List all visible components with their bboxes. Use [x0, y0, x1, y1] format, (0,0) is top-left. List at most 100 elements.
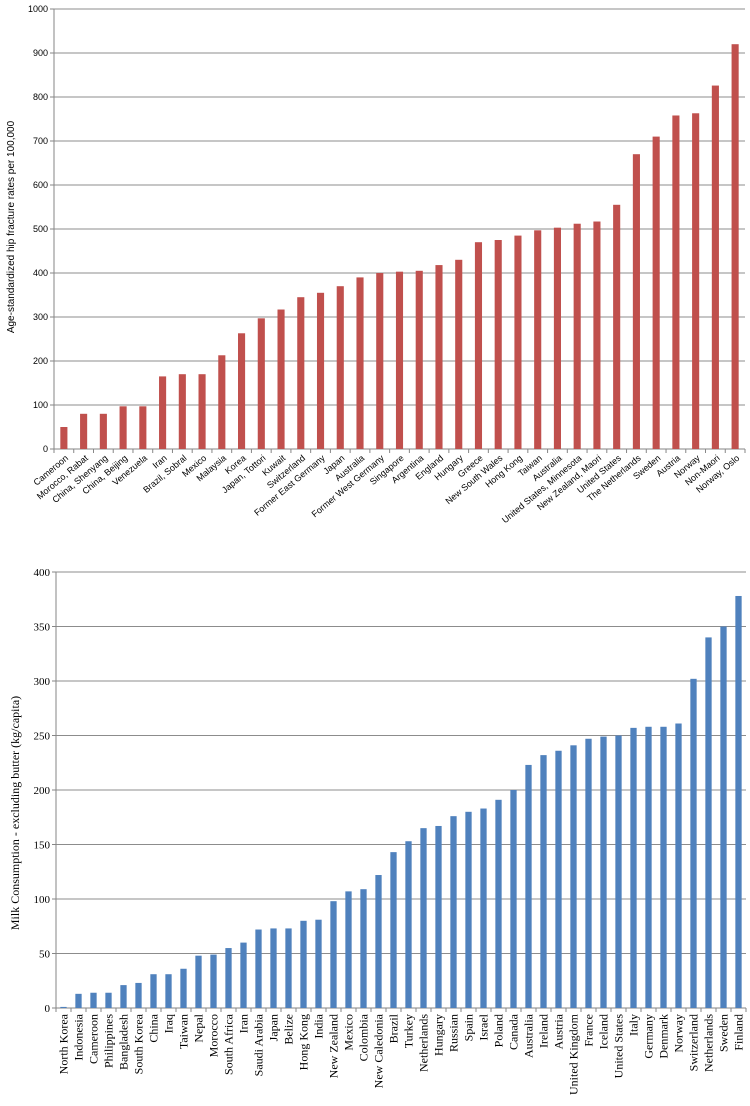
x-category-label: United Kingdom — [567, 1013, 581, 1095]
x-category-label: Switzerland — [687, 1014, 701, 1071]
x-category-label: Spain — [462, 1014, 476, 1041]
bar — [514, 235, 522, 449]
bar — [139, 406, 147, 449]
bar — [690, 678, 697, 1008]
bar — [99, 413, 107, 449]
bar — [257, 318, 265, 449]
bar — [630, 727, 637, 1008]
bar — [336, 286, 344, 449]
bar — [180, 968, 187, 1008]
bar — [553, 227, 561, 449]
x-category-label: Bangladesh — [117, 1014, 131, 1070]
x-category-label: Italy — [627, 1014, 641, 1036]
bar — [297, 297, 305, 449]
bar — [300, 920, 307, 1008]
x-category-label: Mexico — [342, 1014, 356, 1051]
x-category-label: Iran — [237, 1014, 251, 1033]
x-category-label: Indonesia — [72, 1013, 86, 1060]
x-category-label: South Korea — [132, 1013, 146, 1074]
bar — [731, 44, 739, 449]
bar — [315, 919, 322, 1008]
bar — [435, 825, 442, 1008]
bar — [711, 85, 719, 449]
bar — [210, 954, 217, 1008]
y-tick-label: 900 — [33, 48, 48, 58]
bar — [720, 626, 727, 1008]
bar — [615, 735, 622, 1008]
y-tick-label: 300 — [33, 312, 48, 322]
bar — [510, 790, 517, 1008]
y-tick-label: 600 — [33, 180, 48, 190]
bar — [735, 595, 742, 1008]
x-category-label: Belize — [282, 1014, 296, 1045]
x-category-label: Philippines — [102, 1014, 116, 1068]
bar — [632, 154, 640, 449]
y-tick-label: 150 — [34, 839, 51, 851]
milk-consumption-chart: Milk Consumption - excluding butter (kg/… — [8, 567, 747, 1095]
milk-y-axis-label: Milk Consumption - excluding butter (kg/… — [8, 696, 22, 930]
bar — [675, 723, 682, 1008]
bar — [435, 265, 443, 449]
bar — [150, 974, 157, 1008]
bar — [395, 271, 404, 449]
y-tick-label: 300 — [34, 676, 51, 688]
x-category-label: Poland — [492, 1014, 506, 1047]
bar — [159, 376, 167, 449]
y-tick-label: 500 — [33, 224, 48, 234]
bar — [75, 993, 82, 1008]
bar — [415, 270, 423, 449]
x-category-label: Iceland — [597, 1014, 611, 1049]
bar — [240, 942, 247, 1008]
bar — [90, 992, 97, 1008]
bar — [376, 273, 384, 449]
bar — [672, 115, 680, 449]
x-category-label: Turkey — [402, 1014, 416, 1048]
bar — [455, 259, 463, 449]
x-category-label: Saudi Arabia — [252, 1013, 266, 1076]
bar — [375, 875, 382, 1008]
x-category-label: China — [147, 1013, 161, 1042]
y-tick-label: 200 — [34, 785, 51, 797]
bar — [60, 1006, 67, 1008]
hip-y-axis-label: Age-standardized hip fracture rates per … — [6, 120, 17, 333]
y-tick-label: 250 — [34, 730, 51, 742]
bar — [570, 745, 577, 1008]
bar — [119, 406, 127, 449]
y-tick-label: 100 — [33, 400, 48, 410]
bar — [613, 204, 621, 449]
x-category-label: Brazil — [387, 1013, 401, 1043]
bar — [390, 852, 397, 1008]
x-category-label: Finland — [732, 1014, 746, 1051]
bar — [494, 240, 502, 449]
bar — [218, 355, 226, 449]
y-tick-label: 700 — [33, 136, 48, 146]
bar — [255, 929, 262, 1008]
x-category-label: Morocco — [207, 1014, 221, 1057]
bar — [270, 928, 277, 1008]
bar — [465, 811, 472, 1008]
x-category-label: Cameroon — [87, 1014, 101, 1064]
x-category-label: United States — [612, 1014, 626, 1079]
bar — [345, 891, 352, 1008]
x-category-label: Russian — [447, 1014, 461, 1052]
x-category-label: Ireland — [537, 1014, 551, 1048]
bar — [705, 637, 712, 1008]
x-category-label: Australia — [522, 1013, 536, 1058]
bar — [585, 738, 592, 1008]
bar — [593, 221, 601, 449]
y-tick-label: 800 — [33, 92, 48, 102]
x-category-label: Netherlands — [702, 1014, 716, 1072]
x-category-label: Austria — [552, 1013, 566, 1049]
x-category-label: Colombia — [357, 1013, 371, 1061]
bar — [420, 828, 427, 1008]
bar — [105, 992, 112, 1008]
y-tick-label: 1000 — [28, 4, 48, 14]
x-category-label: Denmark — [657, 1014, 671, 1059]
y-tick-label: 0 — [43, 444, 48, 454]
x-category-label: Iraq — [162, 1014, 176, 1033]
x-category-label: Norway — [672, 1014, 686, 1053]
bar — [277, 309, 285, 449]
bar — [405, 841, 412, 1008]
x-category-label: Israel — [477, 1013, 491, 1040]
